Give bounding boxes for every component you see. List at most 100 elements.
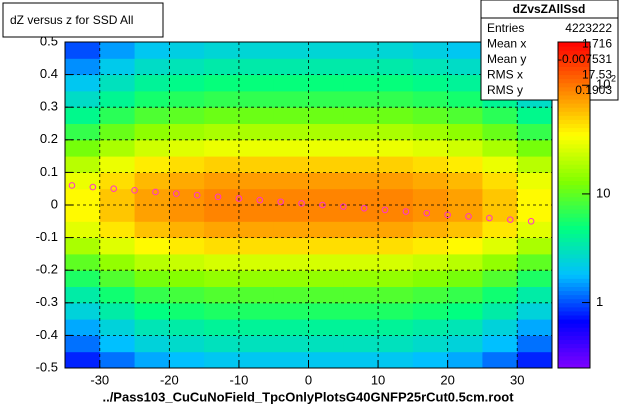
cell [308,302,344,320]
cell [378,221,414,239]
color-scale [558,209,590,214]
cell [134,58,170,76]
color-scale [558,172,590,177]
cell [99,351,136,369]
color-scale-frame [557,41,591,369]
cell [517,335,553,353]
color-scale [558,274,590,279]
color-scale [558,290,590,296]
cell [412,90,449,108]
color-scale [558,46,590,51]
color-scale [558,237,590,243]
profile-point [214,193,222,201]
x-tick-label: -10 [230,372,249,387]
cell [65,172,101,190]
color-scale [558,221,590,226]
cell [99,319,136,336]
color-scale [558,315,590,320]
profile-point [506,216,514,223]
cell [99,205,136,222]
color-scale [558,188,590,194]
cell [273,123,309,141]
color-scale [558,270,590,275]
cell [343,156,379,173]
cell [412,107,449,124]
cell [134,90,170,108]
cell [343,302,379,320]
cell [134,42,170,59]
stats-label: Mean y [487,52,526,66]
cell [517,237,553,255]
cell [482,351,518,369]
cell [308,58,344,76]
cell [238,351,275,369]
color-scale [558,335,590,340]
cell [517,139,553,157]
color-scale [558,355,590,361]
cell [412,58,449,76]
cell [447,286,483,304]
cell [343,221,379,239]
cell [169,156,205,173]
y-tick-label: 0.4 [40,66,58,81]
cell [308,42,344,59]
cell [65,107,101,124]
color-scale [558,184,590,190]
cell [238,123,275,141]
cell [238,270,275,287]
x-tick-label: -20 [160,372,179,387]
cell [412,319,449,336]
cell [482,335,518,353]
cell [378,335,414,353]
color-scale [558,310,590,316]
cell [204,302,240,320]
cell [169,319,205,336]
cell [273,107,309,124]
stats-value: -0.007531 [558,52,612,66]
color-scale [558,294,590,300]
cell [308,139,344,157]
color-scale [558,168,590,173]
cell [204,58,240,76]
cell [517,188,553,206]
cell [169,253,205,271]
cell [134,107,170,124]
y-tick-label: 0.5 [40,33,58,48]
color-scale [558,249,590,255]
cell [343,90,379,108]
cell [273,351,309,369]
cell [482,123,518,141]
color-scale [558,339,590,345]
cell [517,221,553,239]
cell [134,221,170,239]
cell [65,302,101,320]
cell [308,205,344,222]
title-box [2,2,164,38]
color-scale [558,266,590,271]
color-scale [558,323,590,328]
cell [378,139,414,157]
profile-point [527,218,535,225]
cell [378,156,414,173]
cell [308,270,344,287]
cell [238,253,275,271]
cell [412,139,449,157]
cell [169,205,205,222]
cell [204,351,240,369]
stats-value: 4223222 [565,21,612,35]
color-scale [558,62,590,67]
cell [99,270,136,287]
cell [343,123,379,141]
cell [134,319,170,336]
cell [412,286,449,304]
cell [308,351,344,369]
chart-title: dZ versus z for SSD All [10,13,133,27]
stats-value: 1.716 [582,37,612,51]
cell [378,188,414,206]
cell [517,302,553,320]
profile-point [465,213,472,220]
color-scale [558,176,590,182]
cell [378,253,414,271]
cell [238,90,275,108]
